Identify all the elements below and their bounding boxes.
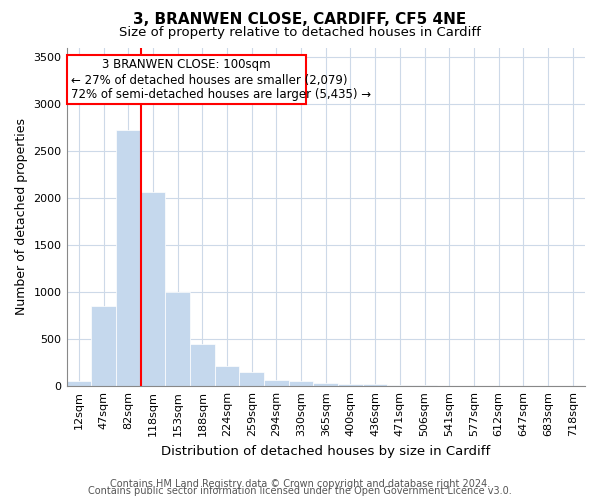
Text: 3 BRANWEN CLOSE: 100sqm: 3 BRANWEN CLOSE: 100sqm — [102, 58, 271, 71]
Text: 72% of semi-detached houses are larger (5,435) →: 72% of semi-detached houses are larger (… — [71, 88, 371, 101]
Text: Size of property relative to detached houses in Cardiff: Size of property relative to detached ho… — [119, 26, 481, 39]
Bar — [116, 130, 140, 386]
Bar — [264, 380, 289, 386]
Bar — [363, 384, 388, 386]
Bar — [91, 306, 116, 386]
Text: ← 27% of detached houses are smaller (2,079): ← 27% of detached houses are smaller (2,… — [71, 74, 348, 86]
Text: Contains HM Land Registry data © Crown copyright and database right 2024.: Contains HM Land Registry data © Crown c… — [110, 479, 490, 489]
Y-axis label: Number of detached properties: Number of detached properties — [15, 118, 28, 316]
Bar — [388, 385, 412, 386]
Bar — [165, 292, 190, 386]
Bar — [338, 384, 363, 386]
Bar — [190, 344, 215, 386]
Bar — [313, 384, 338, 386]
Text: Contains public sector information licensed under the Open Government Licence v3: Contains public sector information licen… — [88, 486, 512, 496]
Text: 3, BRANWEN CLOSE, CARDIFF, CF5 4NE: 3, BRANWEN CLOSE, CARDIFF, CF5 4NE — [133, 12, 467, 28]
Bar — [215, 366, 239, 386]
Bar — [67, 382, 91, 386]
Bar — [289, 382, 313, 386]
FancyBboxPatch shape — [67, 55, 306, 104]
X-axis label: Distribution of detached houses by size in Cardiff: Distribution of detached houses by size … — [161, 444, 490, 458]
Bar — [140, 192, 165, 386]
Bar — [239, 372, 264, 386]
